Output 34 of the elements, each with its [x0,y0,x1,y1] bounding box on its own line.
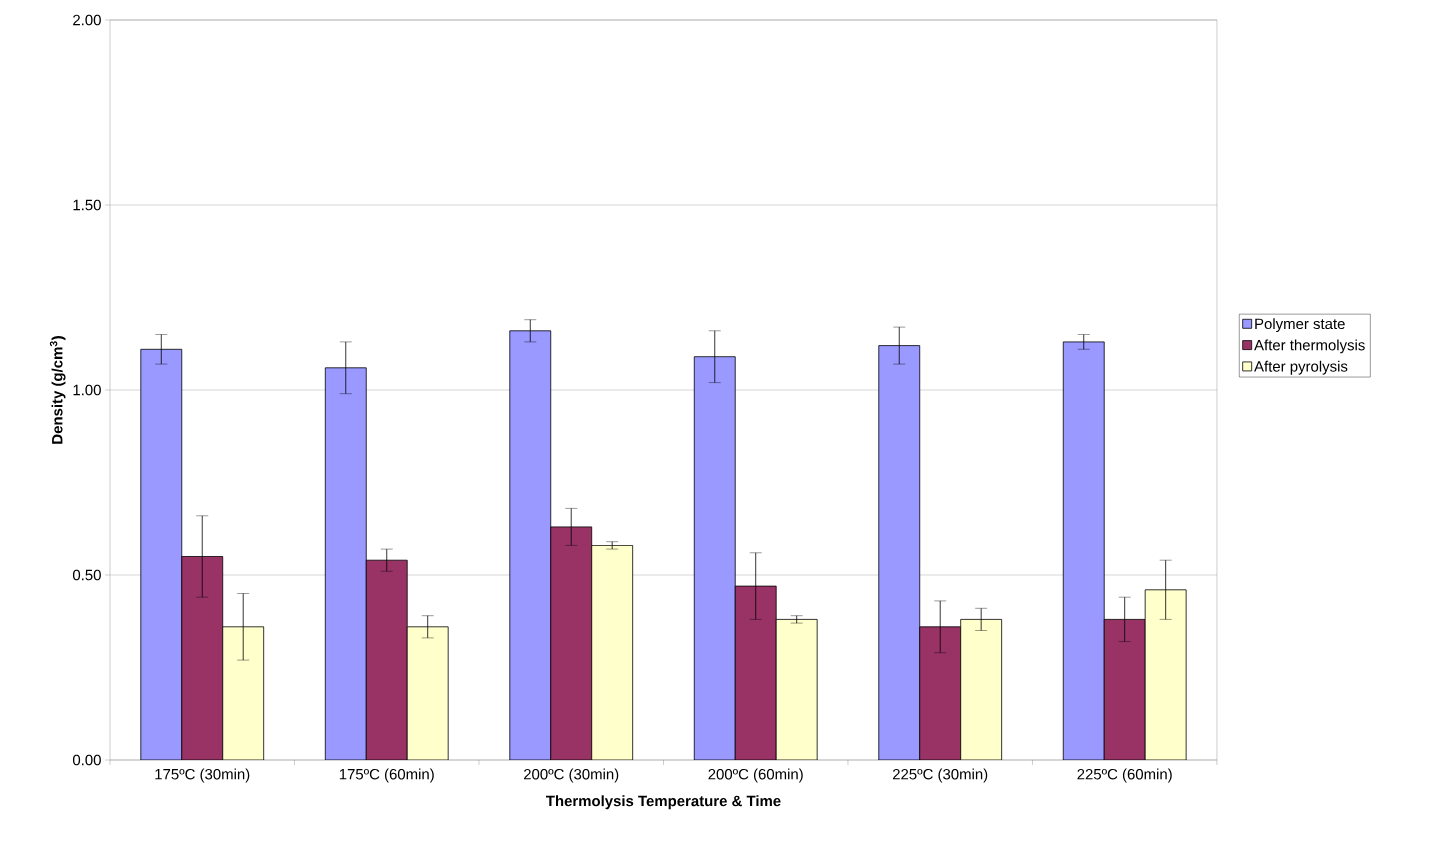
bar [509,330,552,760]
bar [140,348,183,760]
bar [878,345,921,760]
bar [960,619,1003,760]
bar [366,560,408,760]
bar [325,367,367,760]
bar [591,545,634,760]
x-axis-title: Thermolysis Temperature & Time [545,795,781,810]
bar [222,626,265,760]
x-tick-label: 175ºC (30min) [155,768,250,783]
bar [1062,341,1105,760]
x-tick-label: 200ºC (30min) [523,768,619,783]
legend-label: Polymer state [1255,318,1345,333]
bar [734,585,777,760]
bar [181,556,224,760]
x-tick-label: 225ºC (60min) [1077,768,1172,783]
y-tick-label: 0.00 [72,754,101,766]
bar [1103,619,1146,760]
legend-label: After pyrolysis [1254,360,1348,375]
bar [550,526,593,760]
bar [693,356,736,760]
y-tick-label: 2.00 [73,14,101,26]
y-tick-label: 1.00 [73,384,101,396]
bar [407,626,449,760]
bar [919,626,962,760]
y-tick-label: 1.50 [73,199,101,211]
legend-label: After thermolysis [1254,339,1365,354]
x-tick-label: 175ºC (60min) [339,768,434,783]
y-axis-title: Density (g/cm$^{3}$) [49,336,66,444]
bar [775,619,818,760]
x-tick-label: 225ºC (30min) [892,768,988,783]
y-tick-label: 0.50 [72,569,101,581]
x-tick-label: 200ºC (60min) [708,768,803,783]
bar [1144,589,1187,760]
